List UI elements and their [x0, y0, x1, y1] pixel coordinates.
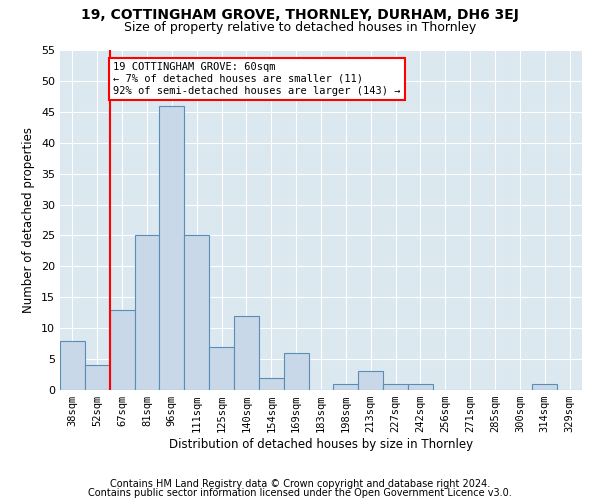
Bar — [209, 346, 234, 390]
Bar — [184, 236, 209, 390]
Bar — [408, 384, 433, 390]
Y-axis label: Number of detached properties: Number of detached properties — [22, 127, 35, 313]
Text: Size of property relative to detached houses in Thornley: Size of property relative to detached ho… — [124, 21, 476, 34]
Bar — [134, 236, 160, 390]
Bar — [85, 366, 110, 390]
Bar — [532, 384, 557, 390]
Text: Contains public sector information licensed under the Open Government Licence v3: Contains public sector information licen… — [88, 488, 512, 498]
Bar — [110, 310, 134, 390]
Text: 19, COTTINGHAM GROVE, THORNLEY, DURHAM, DH6 3EJ: 19, COTTINGHAM GROVE, THORNLEY, DURHAM, … — [81, 8, 519, 22]
Text: Contains HM Land Registry data © Crown copyright and database right 2024.: Contains HM Land Registry data © Crown c… — [110, 479, 490, 489]
Bar — [383, 384, 408, 390]
Bar — [284, 353, 308, 390]
X-axis label: Distribution of detached houses by size in Thornley: Distribution of detached houses by size … — [169, 438, 473, 451]
Bar — [234, 316, 259, 390]
Bar — [259, 378, 284, 390]
Bar — [358, 372, 383, 390]
Text: 19 COTTINGHAM GROVE: 60sqm
← 7% of detached houses are smaller (11)
92% of semi-: 19 COTTINGHAM GROVE: 60sqm ← 7% of detac… — [113, 62, 401, 96]
Bar — [334, 384, 358, 390]
Bar — [160, 106, 184, 390]
Bar — [60, 340, 85, 390]
